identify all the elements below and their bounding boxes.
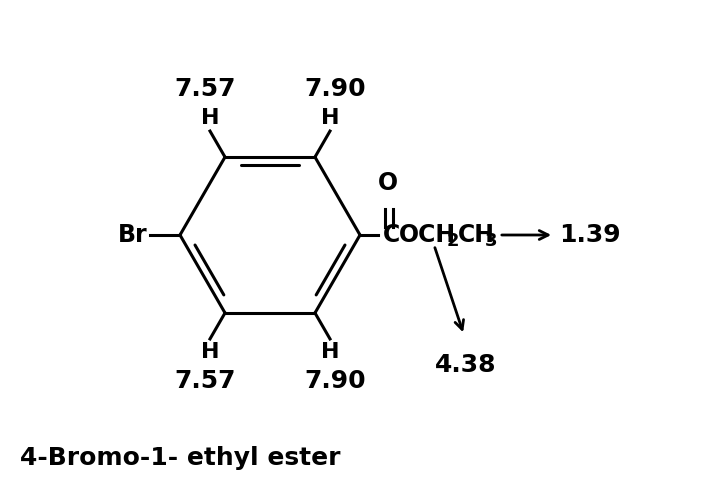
Text: C: C (383, 223, 400, 247)
Text: H: H (321, 342, 339, 362)
Text: 1.39: 1.39 (559, 223, 620, 247)
Text: CH: CH (458, 223, 495, 247)
Text: 4-Bromo-1- ethyl ester: 4-Bromo-1- ethyl ester (20, 446, 341, 470)
Text: 7.57: 7.57 (174, 77, 235, 101)
Text: 7.90: 7.90 (304, 369, 366, 393)
Text: 4.38: 4.38 (435, 353, 497, 377)
Text: H: H (201, 342, 219, 362)
Text: H: H (321, 108, 339, 128)
Text: O: O (378, 171, 398, 195)
Text: 7.90: 7.90 (304, 77, 366, 101)
Text: 2: 2 (447, 232, 460, 250)
Text: H: H (201, 108, 219, 128)
Text: 7.57: 7.57 (174, 369, 235, 393)
Text: 3: 3 (485, 232, 498, 250)
Text: Br: Br (117, 223, 147, 247)
Text: OCH: OCH (399, 223, 456, 247)
